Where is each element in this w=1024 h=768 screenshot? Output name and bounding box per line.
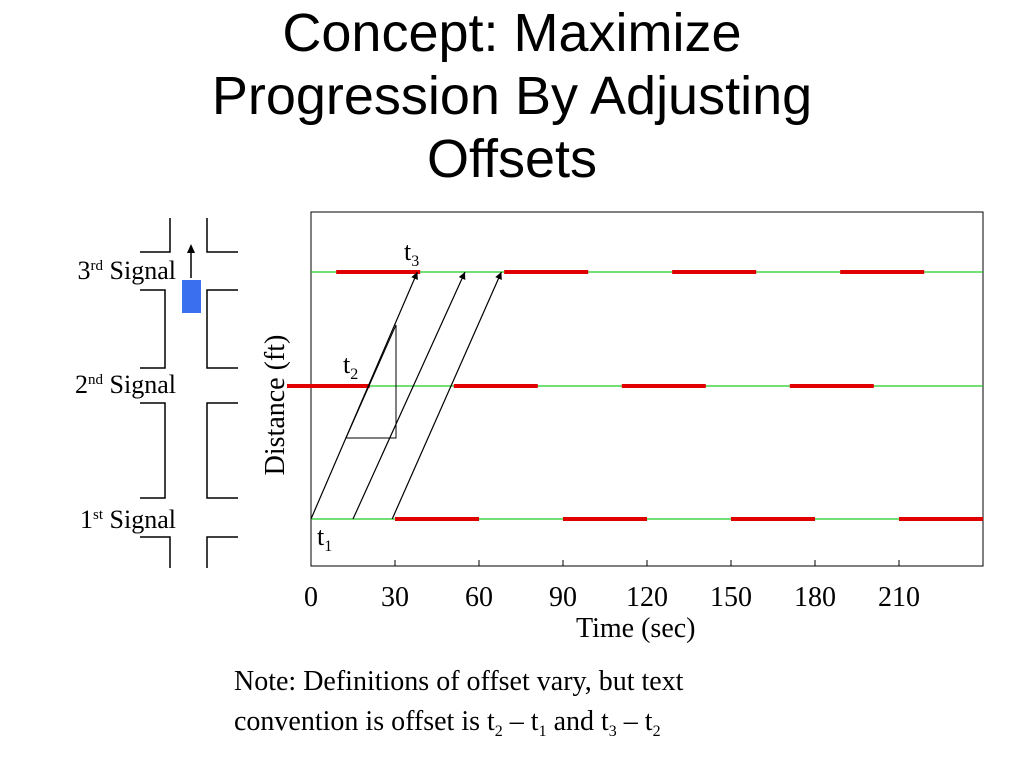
y-axis-label: Distance (ft) [260,334,291,476]
x-tick-label: 180 [794,582,836,613]
curb-right [206,218,238,253]
signal-suffix: rd [90,258,104,274]
offset-marker-t2: t2 [343,350,359,383]
signal-label-1st: 1st Signal [20,505,176,535]
x-tick-label: 150 [710,582,752,613]
offset-marker-t3: t3 [404,237,420,270]
vehicle-trajectory [352,271,466,520]
note-line-1: Note: Definitions of offset vary, but te… [234,666,684,697]
offset-triangle [345,324,397,439]
curb-right [206,402,238,499]
signal-num: 2 [75,370,89,399]
curb-right [206,289,238,369]
curb-right [206,536,238,568]
direction-arrow-head [187,244,195,253]
x-axis-label: Time (sec) [576,613,696,644]
curb-left [140,536,171,568]
signal-suffix: st [93,507,104,523]
vehicle-marker [182,280,201,313]
signal-num: 1 [80,505,94,534]
title-line: Progression By Adjusting [211,66,813,126]
x-tick-label: 0 [304,582,318,613]
signal-word: Signal [109,370,176,399]
x-tick-label: 30 [381,582,409,613]
title-line: Offsets [426,129,598,189]
x-tick-label: 210 [878,582,920,613]
signal-label-2nd: 2nd Signal [20,370,176,400]
footnote: Note: Definitions of offset vary, but te… [234,662,994,752]
curb-left [140,289,166,369]
signal-word: Signal [109,505,176,534]
signal-label-3rd: 3rd Signal [20,256,176,286]
vehicle-trajectory [391,271,502,520]
slide-title: Concept: Maximize Progression By Adjusti… [0,2,1024,191]
x-tick-label: 60 [465,582,493,613]
curb-left [140,218,171,253]
signal-suffix: nd [88,372,104,388]
signal-word: Signal [109,256,176,285]
title-line: Concept: Maximize [282,3,742,63]
signal-num: 3 [77,256,91,285]
note-line-2: convention is offset is t2 – t1 and t3 –… [234,706,661,740]
offset-marker-t1: t1 [317,522,333,555]
curb-left [140,402,166,499]
vehicle-trajectory [310,271,418,520]
x-tick-label: 90 [549,582,577,613]
x-tick-label: 120 [626,582,668,613]
